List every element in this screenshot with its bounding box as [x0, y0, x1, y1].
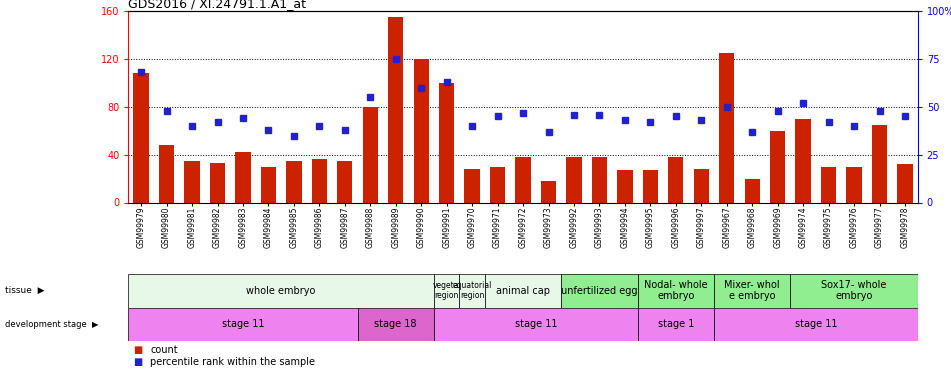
Bar — [561, 274, 637, 308]
Bar — [617, 170, 632, 202]
Text: ■: ■ — [133, 357, 143, 367]
Text: stage 18: stage 18 — [375, 320, 417, 329]
Text: Nodal- whole
embryо: Nodal- whole embryо — [644, 280, 708, 302]
Bar — [358, 308, 434, 341]
Bar — [714, 308, 918, 341]
Bar — [719, 53, 734, 202]
Text: stage 11: stage 11 — [795, 320, 837, 329]
Bar — [133, 74, 148, 202]
Bar — [637, 274, 714, 308]
Bar — [669, 157, 684, 203]
Bar — [459, 274, 485, 308]
Bar — [872, 125, 887, 202]
Bar — [693, 169, 708, 202]
Bar — [286, 160, 301, 202]
Bar — [434, 308, 637, 341]
Bar — [714, 274, 790, 308]
Bar — [434, 274, 459, 308]
Text: ■: ■ — [133, 345, 143, 355]
Text: tissue  ▶: tissue ▶ — [5, 286, 45, 295]
Text: percentile rank within the sample: percentile rank within the sample — [150, 357, 316, 367]
Bar — [362, 107, 378, 202]
Bar — [159, 145, 174, 202]
Bar — [485, 274, 561, 308]
Bar — [312, 159, 327, 202]
Bar — [846, 166, 862, 202]
Bar — [490, 166, 505, 202]
Bar — [745, 178, 760, 203]
Bar — [388, 17, 403, 203]
Text: unfertilized egg: unfertilized egg — [561, 286, 638, 296]
Text: Sox17- whole
embryо: Sox17- whole embryо — [822, 280, 886, 302]
Text: stage 1: stage 1 — [658, 320, 694, 329]
Bar — [128, 308, 358, 341]
Bar — [790, 274, 918, 308]
Bar — [898, 164, 913, 202]
Bar — [184, 160, 200, 202]
Bar — [464, 169, 479, 202]
Text: stage 11: stage 11 — [222, 320, 264, 329]
Bar — [795, 119, 811, 202]
Bar — [338, 160, 353, 202]
Bar — [414, 59, 429, 202]
Text: development stage  ▶: development stage ▶ — [5, 320, 98, 329]
Bar — [643, 170, 658, 202]
Text: equatorial
region: equatorial region — [453, 281, 492, 300]
Bar — [235, 152, 251, 202]
Bar — [821, 166, 836, 202]
Bar — [128, 274, 434, 308]
Text: stage 11: stage 11 — [514, 320, 557, 329]
Bar — [515, 157, 531, 203]
Bar — [637, 308, 714, 341]
Text: vegetal
region: vegetal region — [433, 281, 461, 300]
Text: count: count — [150, 345, 178, 355]
Text: GDS2016 / Xl.24791.1.A1_at: GDS2016 / Xl.24791.1.A1_at — [128, 0, 306, 10]
Text: animal cap: animal cap — [496, 286, 550, 296]
Bar — [439, 83, 455, 203]
Bar — [541, 181, 556, 203]
Text: Mixer- whol
e embryo: Mixer- whol e embryo — [725, 280, 780, 302]
Bar — [592, 157, 607, 203]
Bar — [770, 131, 786, 203]
Bar — [261, 166, 276, 202]
Text: whole embryo: whole embryo — [246, 286, 316, 296]
Bar — [567, 157, 582, 203]
Bar — [210, 163, 225, 202]
